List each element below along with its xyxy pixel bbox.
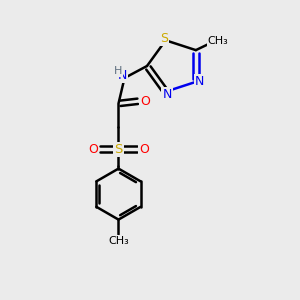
Text: CH₃: CH₃ [108,236,129,246]
Text: N: N [163,88,172,100]
Text: N: N [195,75,204,88]
Text: H: H [114,66,122,76]
Text: N: N [117,69,127,82]
Text: S: S [160,32,168,45]
Text: S: S [114,142,123,156]
Text: O: O [88,142,98,156]
Text: CH₃: CH₃ [208,36,228,46]
Text: O: O [139,142,149,156]
Text: O: O [140,94,150,108]
